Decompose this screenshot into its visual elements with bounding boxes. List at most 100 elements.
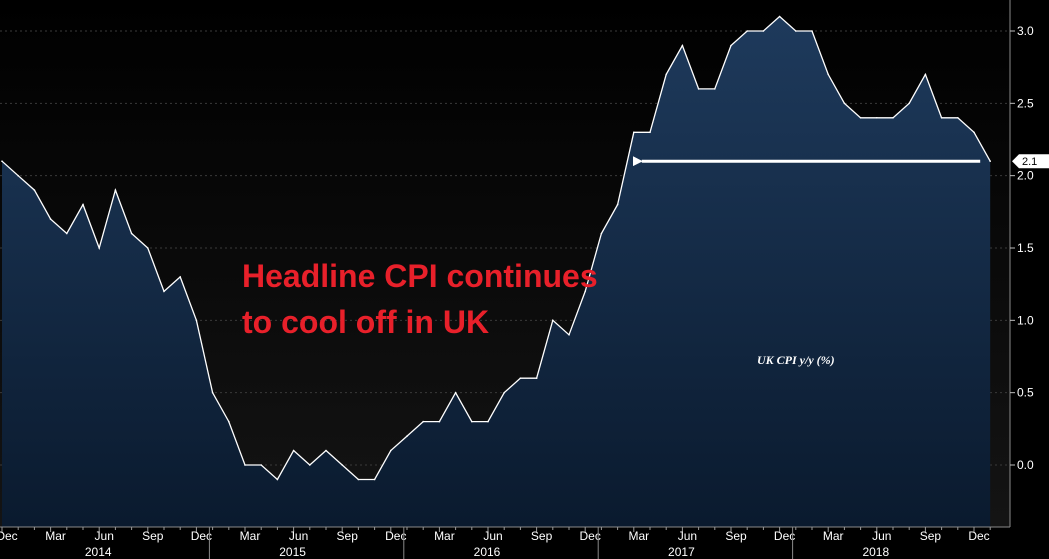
data-point [616,203,619,206]
data-point [163,290,165,293]
x-tick-label: Sep [531,529,553,543]
data-point [195,319,198,322]
y-tick-label: 0.5 [1017,386,1034,400]
data-point [568,334,570,336]
x-tick-label: Dec [0,529,18,543]
data-point [147,247,149,249]
x-tick-label: Sep [142,529,164,543]
x-tick-label: Mar [45,529,66,543]
x-tick-label: Mar [823,529,844,543]
series-area [1,15,991,527]
x-tick-label: Sep [920,529,942,543]
x-tick-label: Dec [968,529,989,543]
y-tick-label: 0.0 [1017,458,1034,472]
data-point [746,30,748,32]
data-point [811,30,813,32]
data-point [827,73,829,76]
data-point [292,449,295,452]
data-point [454,391,457,394]
data-point [471,420,473,423]
data-point [438,420,441,423]
data-point [552,319,554,322]
data-point [325,449,327,452]
x-tick-label: Dec [580,529,601,543]
data-point [114,189,117,191]
data-point [228,420,230,423]
data-point [503,391,506,394]
x-tick-label: Mar [628,529,649,543]
data-point [49,218,52,220]
x-tick-label: Jun [289,529,308,543]
y-tick-label: 1.5 [1017,241,1034,255]
data-point [487,420,489,423]
year-label: 2015 [279,545,306,559]
data-point [373,478,376,481]
data-point [276,478,279,481]
data-point [66,232,68,235]
data-point [859,117,862,119]
x-tick-label: Jun [483,529,502,543]
data-point [665,73,667,76]
data-point [649,131,651,134]
data-point [697,88,700,90]
y-axis: 3.0 2.5 2.0 1.5 1.0 0.5 0.0 2.1 [1009,0,1049,527]
data-point [33,189,36,191]
x-axis: Dec Mar Jun Sep Dec Mar Jun Sep Dec Mar Jun Sep Dec M… [0,526,1010,559]
x-tick-label: Dec [191,529,212,543]
annotation-line-2: to cool off in UK [242,304,490,340]
data-point [762,30,765,32]
data-point [714,88,716,90]
data-point [1,160,3,162]
data-point [341,464,344,466]
year-label: 2014 [85,545,112,559]
data-point [211,391,214,394]
cpi-area-fill [2,16,991,527]
cpi-series-line [1,15,991,481]
year-label: 2016 [474,545,501,559]
y-tick-label: 3.0 [1017,24,1034,38]
data-point [600,232,603,235]
data-point [940,117,943,119]
x-tick-label: Sep [337,529,359,543]
data-point [260,464,263,466]
last-value-label: 2.1 [1022,156,1037,168]
data-point [244,464,246,466]
series-label: UK CPI y/y (%) [757,353,835,367]
data-point [17,174,20,177]
data-point [357,478,360,481]
data-point [989,160,991,162]
data-point [730,44,732,47]
last-value-badge [1012,154,1049,169]
data-point [422,420,425,423]
x-tick-label: Mar [434,529,455,543]
year-label: 2017 [668,545,695,559]
data-point [519,377,522,380]
data-point [98,247,100,249]
data-point [876,117,878,119]
x-tick-label: Mar [240,529,261,543]
data-point [82,203,84,206]
data-point [406,435,408,437]
data-point [957,117,959,119]
data-point [309,464,311,466]
data-point [843,102,846,105]
data-point [535,377,538,380]
annotation-line-1: Headline CPI continues [242,258,598,294]
x-tick-label: Jun [95,529,114,543]
x-tick-label: Sep [725,529,747,543]
data-point [633,131,635,134]
data-point [908,102,910,105]
x-tick-label: Dec [385,529,406,543]
data-point [973,131,975,134]
y-tick-label: 2.5 [1017,96,1034,110]
x-tick-label: Jun [678,529,697,543]
data-point [130,232,133,235]
x-tick-label: Dec [774,529,795,543]
data-point [390,449,392,452]
data-point [795,30,797,32]
y-tick-label: 2.0 [1017,169,1034,183]
data-point [778,15,781,18]
headline-annotation: Headline CPI continues to cool off in UK [242,253,598,345]
data-point [892,117,894,119]
